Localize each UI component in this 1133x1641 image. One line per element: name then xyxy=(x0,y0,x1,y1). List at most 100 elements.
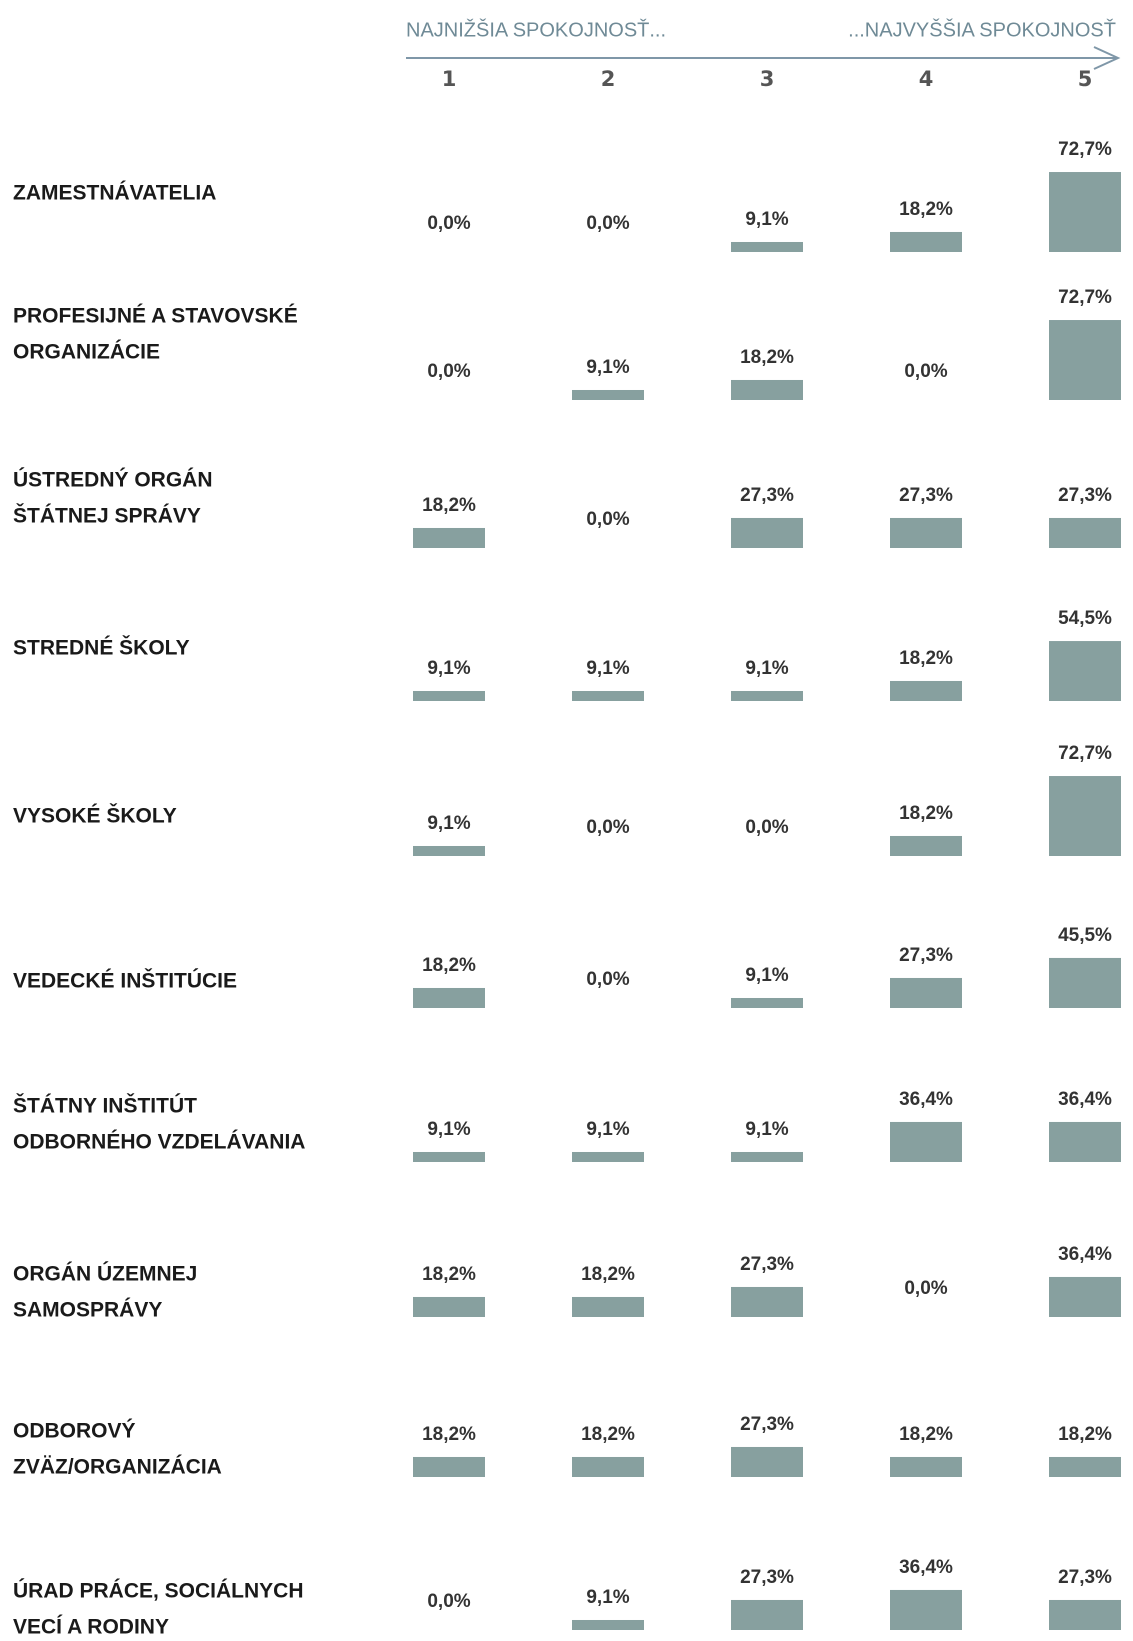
bar xyxy=(572,1619,644,1630)
row-label: ŠTÁTNY INŠTITÚT xyxy=(13,1094,197,1118)
value-label: 9,1% xyxy=(427,813,470,834)
value-label: 54,5% xyxy=(1058,608,1112,629)
bar xyxy=(731,379,803,400)
bar xyxy=(1049,1599,1121,1630)
value-label: 18,2% xyxy=(899,648,953,669)
row-label: ORGÁN ÚZEMNEJ xyxy=(13,1262,197,1286)
bar xyxy=(572,389,644,400)
value-label: 0,0% xyxy=(427,361,470,382)
scale-label: 4 xyxy=(919,67,934,91)
high-label: ...NAJVYŠŠIA SPOKOJNOSŤ xyxy=(848,18,1116,41)
row-label: ODBOROVÝ xyxy=(13,1419,136,1443)
value-label: 0,0% xyxy=(745,817,788,838)
value-label: 9,1% xyxy=(427,1119,470,1140)
row-label: STREDNÉ ŠKOLY xyxy=(13,636,190,660)
bar xyxy=(413,845,485,856)
bar xyxy=(731,997,803,1008)
bar xyxy=(572,1456,644,1477)
bar xyxy=(890,977,962,1008)
value-label: 18,2% xyxy=(740,347,794,368)
value-label: 0,0% xyxy=(586,969,629,990)
value-label: 27,3% xyxy=(740,1254,794,1275)
value-label: 27,3% xyxy=(740,1567,794,1588)
bar xyxy=(413,1456,485,1477)
value-label: 0,0% xyxy=(427,1591,470,1612)
bar xyxy=(1049,776,1121,856)
row-label: SAMOSPRÁVY xyxy=(13,1299,162,1322)
value-label: 18,2% xyxy=(581,1424,635,1445)
bar xyxy=(731,517,803,548)
value-label: 0,0% xyxy=(427,213,470,234)
bar xyxy=(413,527,485,548)
value-label: 9,1% xyxy=(586,658,629,679)
bar xyxy=(1049,172,1121,252)
bar xyxy=(890,1456,962,1477)
row-label: VECÍ A RODINY xyxy=(13,1616,169,1639)
bar xyxy=(1049,641,1121,701)
value-label: 27,3% xyxy=(740,1414,794,1435)
row-label: ŠTÁTNEJ SPRÁVY xyxy=(13,504,201,528)
value-label: 27,3% xyxy=(899,945,953,966)
low-label: NAJNIŽŠIA SPOKOJNOSŤ... xyxy=(406,18,666,41)
value-label: 27,3% xyxy=(899,485,953,506)
bar xyxy=(731,1446,803,1477)
value-label: 72,7% xyxy=(1058,743,1112,764)
value-label: 72,7% xyxy=(1058,139,1112,160)
bar xyxy=(1049,957,1121,1008)
value-label: 18,2% xyxy=(1058,1424,1112,1445)
bar xyxy=(731,241,803,252)
value-label: 36,4% xyxy=(1058,1089,1112,1110)
value-label: 0,0% xyxy=(586,213,629,234)
value-label: 27,3% xyxy=(740,485,794,506)
row-label: ÚRAD PRÁCE, SOCIÁLNYCH xyxy=(13,1579,304,1603)
arrow-head xyxy=(1093,46,1121,70)
value-label: 9,1% xyxy=(745,209,788,230)
bar xyxy=(1049,1276,1121,1317)
bar xyxy=(731,1286,803,1317)
row-label: ZVÄZ/ORGANIZÁCIA xyxy=(13,1456,222,1479)
value-label: 36,4% xyxy=(1058,1244,1112,1265)
value-label: 18,2% xyxy=(422,1264,476,1285)
row-label: ODBORNÉHO VZDELÁVANIA xyxy=(13,1131,305,1154)
value-label: 18,2% xyxy=(899,803,953,824)
scale-label: 2 xyxy=(601,67,616,91)
scale-label: 5 xyxy=(1078,67,1093,91)
value-label: 0,0% xyxy=(586,509,629,530)
row-label: ZAMESTNÁVATELIA xyxy=(13,182,216,205)
bar xyxy=(890,1589,962,1630)
row-label: VEDECKÉ INŠTITÚCIE xyxy=(13,969,237,993)
value-label: 0,0% xyxy=(904,361,947,382)
value-label: 9,1% xyxy=(745,658,788,679)
value-label: 18,2% xyxy=(422,955,476,976)
bar xyxy=(1049,320,1121,400)
value-label: 9,1% xyxy=(586,1587,629,1608)
bar xyxy=(413,1296,485,1317)
value-label: 0,0% xyxy=(586,817,629,838)
row-label: ORGANIZÁCIE xyxy=(13,341,160,364)
row-label: PROFESIJNÉ A STAVOVSKÉ xyxy=(13,305,298,328)
bar xyxy=(731,1599,803,1630)
bar xyxy=(413,1151,485,1162)
bar xyxy=(890,835,962,856)
value-label: 9,1% xyxy=(745,965,788,986)
value-label: 18,2% xyxy=(422,1424,476,1445)
bar xyxy=(1049,1121,1121,1162)
value-label: 45,5% xyxy=(1058,925,1112,946)
value-label: 36,4% xyxy=(899,1557,953,1578)
bar xyxy=(1049,1456,1121,1477)
bar xyxy=(572,1151,644,1162)
value-label: 9,1% xyxy=(427,658,470,679)
value-label: 27,3% xyxy=(1058,1567,1112,1588)
bar xyxy=(890,517,962,548)
bar xyxy=(413,987,485,1008)
bar xyxy=(572,1296,644,1317)
value-label: 18,2% xyxy=(581,1264,635,1285)
value-label: 27,3% xyxy=(1058,485,1112,506)
value-label: 9,1% xyxy=(745,1119,788,1140)
bar xyxy=(413,690,485,701)
bar xyxy=(1049,517,1121,548)
value-label: 9,1% xyxy=(586,357,629,378)
value-label: 72,7% xyxy=(1058,287,1112,308)
bar xyxy=(731,1151,803,1162)
